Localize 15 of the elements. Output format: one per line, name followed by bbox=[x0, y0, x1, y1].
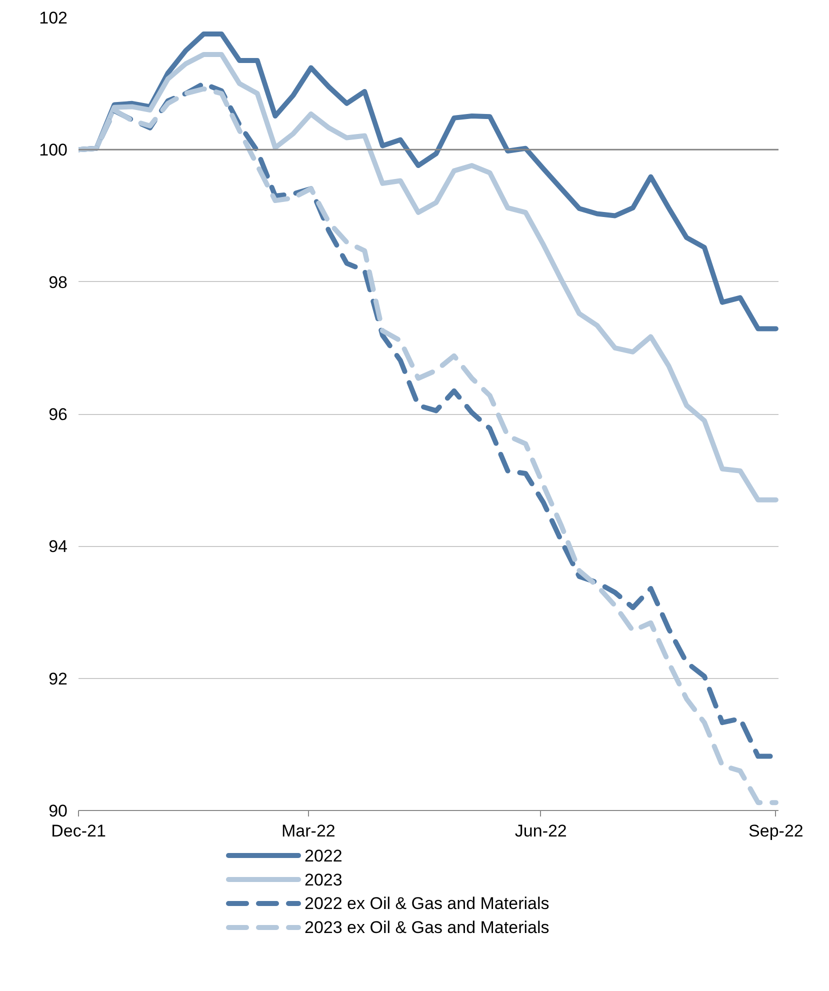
legend-label: 2023 ex Oil & Gas and Materials bbox=[304, 918, 550, 937]
x-tick-label: Sep-22 bbox=[748, 822, 804, 840]
x-tick-label: Dec-21 bbox=[51, 822, 106, 840]
y-tick-label: 94 bbox=[48, 537, 68, 556]
y-tick-label: 102 bbox=[39, 8, 68, 28]
x-tick-label: Jun-22 bbox=[514, 822, 567, 840]
y-tick-label: 100 bbox=[39, 140, 68, 160]
x-tick-label: Mar-22 bbox=[282, 822, 336, 840]
y-tick-label: 98 bbox=[48, 272, 68, 292]
y-tick-label: 90 bbox=[48, 802, 68, 820]
y-tick-label: 96 bbox=[48, 405, 68, 424]
legend-label: 2022 ex Oil & Gas and Materials bbox=[304, 894, 550, 913]
legend-label: 2022 bbox=[304, 846, 342, 866]
legend-label: 2023 bbox=[304, 870, 342, 890]
y-tick-label: 92 bbox=[48, 669, 68, 688]
